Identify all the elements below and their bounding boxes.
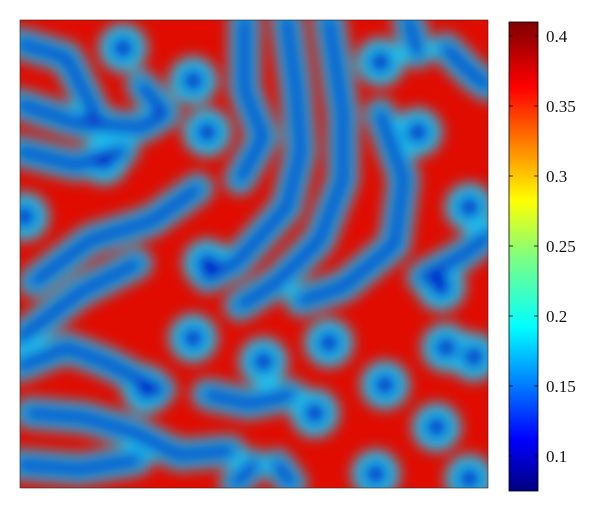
spot-12 [433,335,458,360]
spot-16 [363,462,388,486]
spot-13 [302,401,327,426]
stripe-12 [401,20,425,60]
stripe-10 [200,20,308,285]
stripe-9 [233,20,271,187]
colorbar-gradient [508,21,539,492]
spot-10 [316,330,341,355]
stripe-13 [293,106,411,308]
stripe-1 [20,78,173,135]
colorbar-tick-label: 0.25 [546,237,576,256]
spot-15 [457,466,482,488]
spot-7 [368,50,393,75]
spot-0 [111,36,135,61]
stripe-17 [228,457,261,488]
colorbar-tick-label: 0.3 [546,167,567,186]
stripe-0 [20,36,102,121]
spot-20 [462,345,486,369]
colorbar-tick-label: 0.1 [546,447,567,466]
stripe-8 [20,452,144,477]
spot-2 [195,120,220,145]
spot-3 [92,148,117,173]
colorbar-ticks: 0.1 0.15 0.2 0.25 0.3 0.35 0.4 [509,27,576,466]
heatmap-frame [19,19,489,489]
stripe-16 [270,457,299,488]
heatmap-area [20,20,488,488]
spot-5 [195,251,220,276]
stripe-7 [22,406,238,463]
spot-19 [134,377,159,402]
heatmap-layer [20,20,488,488]
stripe-11 [233,20,350,313]
spot-6 [405,120,430,145]
stripe-5 [20,340,168,397]
colorbar-tick-label: 0.35 [546,97,576,116]
spot-1 [181,68,206,93]
spot-17 [251,349,276,374]
spot-18 [181,326,206,351]
stripe-14 [438,41,488,93]
colorbar-tick-label: 0.2 [546,307,567,326]
spot-11 [373,373,397,397]
colorbar-tick-label: 0.4 [546,27,568,46]
spot-9 [429,274,454,299]
stripe-15 [415,228,488,285]
colorbar: 0.1 0.15 0.2 0.25 0.3 0.35 0.4 [508,21,576,492]
stripe-3 [27,181,205,290]
stripe-6 [200,387,299,411]
stripe-4 [20,256,144,346]
spot-8 [457,195,482,220]
spot-4 [20,204,37,229]
colorbar-tick-label: 0.15 [546,377,576,396]
spot-14 [424,415,449,440]
